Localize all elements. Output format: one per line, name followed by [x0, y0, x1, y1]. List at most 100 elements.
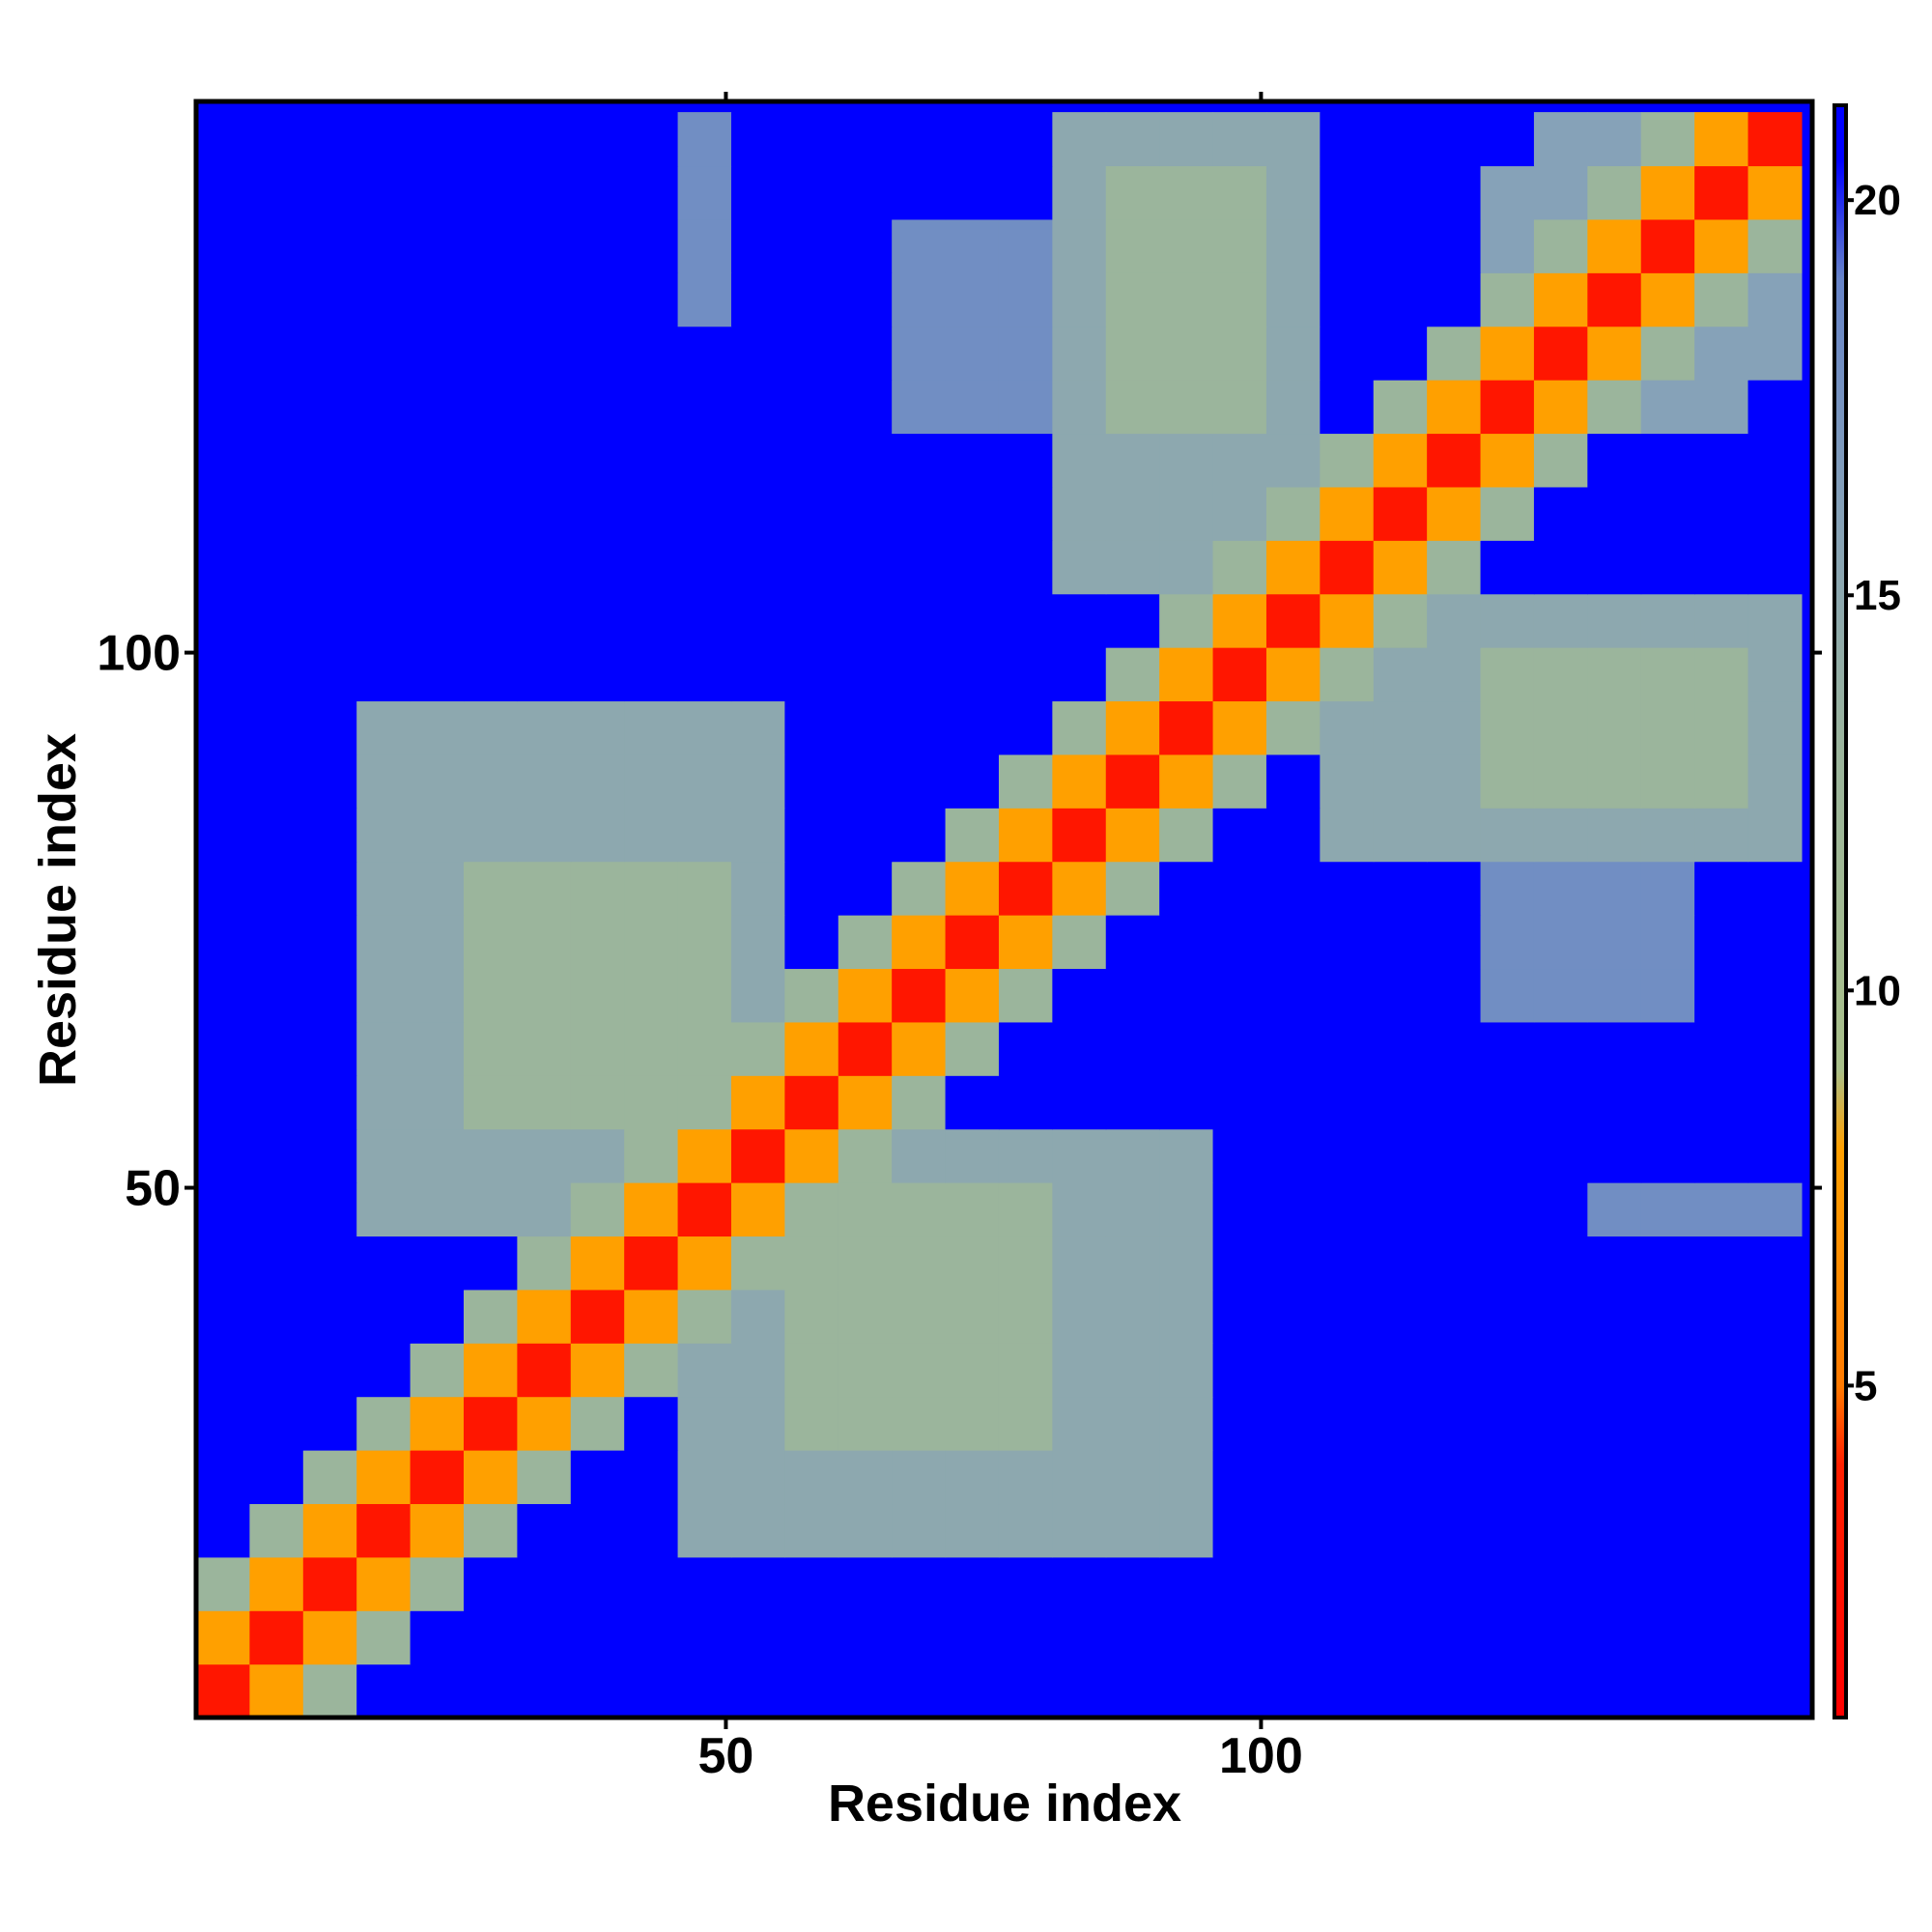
heatmap-cell: [463, 808, 518, 863]
heatmap-cell: [1640, 968, 1695, 1023]
heatmap-cell: [945, 1182, 1000, 1237]
heatmap-cell: [410, 112, 465, 167]
heatmap-cell: [1533, 647, 1588, 702]
heatmap-cell: [1694, 1450, 1749, 1505]
heatmap-cell: [249, 1610, 304, 1665]
heatmap-cell: [1694, 968, 1749, 1023]
heatmap-cell: [570, 700, 625, 755]
heatmap-cell: [838, 112, 893, 167]
heatmap-cell: [1212, 1182, 1267, 1237]
heatmap-cell: [784, 1450, 839, 1505]
heatmap-cell: [249, 753, 304, 809]
heatmap-cell: [624, 272, 679, 327]
heatmap-cell: [945, 272, 1000, 327]
heatmap-cell: [517, 1610, 572, 1665]
heatmap-cell: [356, 1236, 412, 1291]
heatmap-cell: [1265, 1075, 1321, 1130]
heatmap-cell: [463, 1396, 518, 1451]
heatmap-cell: [1747, 1182, 1803, 1237]
heatmap-cell: [249, 1289, 304, 1344]
heatmap-cell: [838, 808, 893, 863]
heatmap-cell: [196, 165, 250, 220]
heatmap-cell: [1159, 1289, 1214, 1344]
heatmap-cell: [302, 218, 357, 273]
heatmap-cell: [1427, 1556, 1482, 1611]
heatmap-cell: [1694, 1182, 1749, 1237]
heatmap-cell: [677, 540, 732, 595]
heatmap-cell: [1105, 700, 1160, 755]
heatmap-cell: [677, 218, 732, 273]
heatmap-cell: [1373, 540, 1428, 595]
heatmap-cell: [463, 1289, 518, 1344]
heatmap-cell: [784, 1236, 839, 1291]
heatmap-cell: [249, 1075, 304, 1130]
heatmap-cell: [196, 218, 250, 273]
heatmap-cell: [677, 1128, 732, 1183]
heatmap-cell: [784, 112, 839, 167]
heatmap-cell: [1533, 1182, 1588, 1237]
heatmap-cell: [302, 486, 357, 541]
heatmap-cell: [356, 326, 412, 381]
heatmap-cell: [1159, 540, 1214, 595]
heatmap-cell: [1212, 326, 1267, 381]
heatmap-cell: [1640, 915, 1695, 970]
heatmap-cell: [624, 1343, 679, 1398]
heatmap-cell: [1480, 1610, 1535, 1665]
heatmap-cell: [1212, 218, 1267, 273]
heatmap-cell: [570, 165, 625, 220]
heatmap-cell: [677, 968, 732, 1023]
heatmap-cell: [463, 486, 518, 541]
heatmap-cell: [1159, 165, 1214, 220]
heatmap-cell: [1587, 1289, 1642, 1344]
heatmap-cell: [1694, 326, 1749, 381]
heatmap-cell: [1052, 700, 1107, 755]
heatmap-cell: [1427, 968, 1482, 1023]
heatmap-cell: [1320, 915, 1375, 970]
heatmap-cell: [196, 1075, 250, 1130]
heatmap-cell: [1159, 433, 1214, 488]
heatmap-cell: [1427, 1236, 1482, 1291]
heatmap-cell: [1747, 808, 1803, 863]
heatmap-cell: [838, 647, 893, 702]
heatmap-cell: [410, 1021, 465, 1076]
heatmap-cell: [677, 1663, 732, 1719]
heatmap-cell: [998, 1663, 1053, 1719]
heatmap-cell: [463, 647, 518, 702]
heatmap-cell: [1427, 112, 1482, 167]
heatmap-cell: [1105, 1128, 1160, 1183]
heatmap-cell: [677, 165, 732, 220]
heatmap-cell: [1105, 593, 1160, 648]
heatmap-cell: [1320, 1556, 1375, 1611]
heatmap-cell: [1694, 1503, 1749, 1558]
heatmap-cell: [1105, 218, 1160, 273]
heatmap-cell: [1694, 112, 1749, 167]
heatmap-cell: [1427, 1396, 1482, 1451]
heatmap-cell: [1480, 1503, 1535, 1558]
heatmap-cell: [302, 112, 357, 167]
heatmap-cell: [1320, 1450, 1375, 1505]
heatmap-cell: [677, 700, 732, 755]
colorbar: [1833, 103, 1848, 1719]
heatmap-cell: [1533, 593, 1588, 648]
heatmap-cell: [1159, 1075, 1214, 1130]
heatmap-cell: [517, 1450, 572, 1505]
heatmap-cell: [302, 700, 357, 755]
plot-frame: [193, 99, 1815, 1720]
heatmap-cell: [302, 1450, 357, 1505]
heatmap-cell: [410, 1450, 465, 1505]
heatmap-cell: [1747, 915, 1803, 970]
heatmap-cell: [838, 1343, 893, 1398]
heatmap-cell: [1212, 1556, 1267, 1611]
heatmap-cell: [838, 1663, 893, 1719]
heatmap-cell: [1159, 1128, 1214, 1183]
heatmap-cell: [356, 486, 412, 541]
heatmap-cell: [730, 1663, 785, 1719]
heatmap-cell: [1052, 272, 1107, 327]
heatmap-cell: [945, 861, 1000, 916]
heatmap-cell: [624, 1128, 679, 1183]
colorbar-tick-label: 20: [1854, 177, 1901, 224]
heatmap-cell: [1747, 1450, 1803, 1505]
heatmap-cell: [998, 861, 1053, 916]
heatmap-cell: [570, 1075, 625, 1130]
